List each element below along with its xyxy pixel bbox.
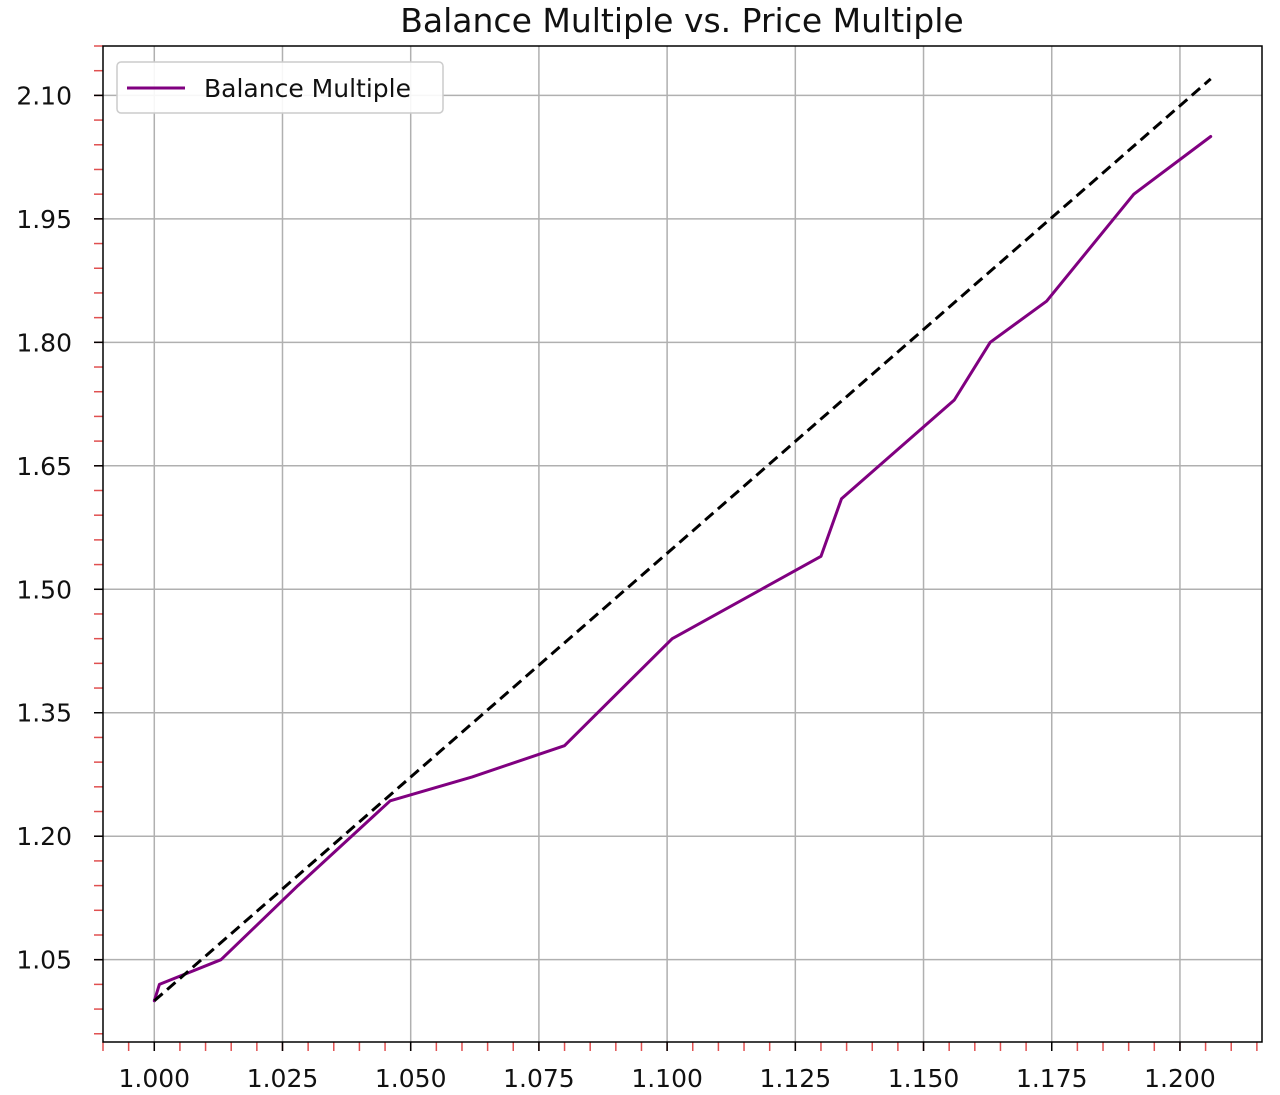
y-tick-label: 1.80 — [16, 328, 72, 357]
x-tick-label: 1.075 — [503, 1064, 575, 1091]
x-tick-label: 1.000 — [118, 1064, 190, 1091]
x-tick-label: 1.125 — [760, 1064, 832, 1091]
legend: Balance Multiple — [116, 61, 444, 114]
series-layer — [152, 77, 1213, 1003]
x-tick-label: 1.100 — [631, 1064, 703, 1091]
y-tick-label: 1.65 — [16, 452, 72, 481]
legend-label: Balance Multiple — [204, 74, 411, 103]
y-tick-label: 1.35 — [16, 699, 72, 728]
series-line — [152, 135, 1213, 1003]
x-tick-label: 1.175 — [1016, 1064, 1088, 1091]
reference-line — [153, 77, 1212, 1002]
x-tick-label: 1.050 — [375, 1064, 447, 1091]
x-tick-label: 1.025 — [247, 1064, 319, 1091]
x-tick-label: 1.150 — [888, 1064, 960, 1091]
y-tick-label: 2.10 — [16, 81, 72, 110]
plot-frame — [102, 45, 1263, 1043]
y-tick-label: 1.95 — [16, 205, 72, 234]
grid — [103, 46, 1262, 1042]
y-tick-label: 1.50 — [16, 575, 72, 604]
legend-box — [116, 61, 444, 114]
y-tick-label: 1.05 — [16, 946, 72, 975]
x-tick-label: 1.200 — [1144, 1064, 1216, 1091]
minor-ticks — [94, 45, 1258, 1051]
y-tick-label: 1.20 — [16, 822, 72, 851]
major-ticks — [94, 94, 1181, 1051]
chart-title: Balance Multiple vs. Price Multiple — [400, 1, 963, 40]
tick-labels: 1.000 1.025 1.050 1.075 1.100 1.125 1.150 1.175… — [16, 81, 1216, 1093]
